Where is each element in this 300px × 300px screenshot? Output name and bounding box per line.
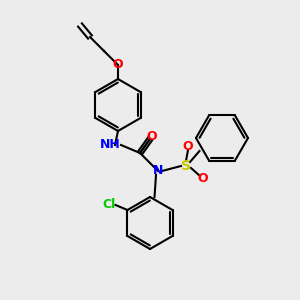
Text: O: O [198, 172, 208, 184]
Text: O: O [183, 140, 193, 154]
Text: O: O [147, 130, 157, 143]
Text: Cl: Cl [103, 199, 116, 212]
Text: S: S [181, 159, 191, 173]
Text: N: N [153, 164, 163, 178]
Text: O: O [113, 58, 123, 71]
Text: NH: NH [100, 139, 120, 152]
